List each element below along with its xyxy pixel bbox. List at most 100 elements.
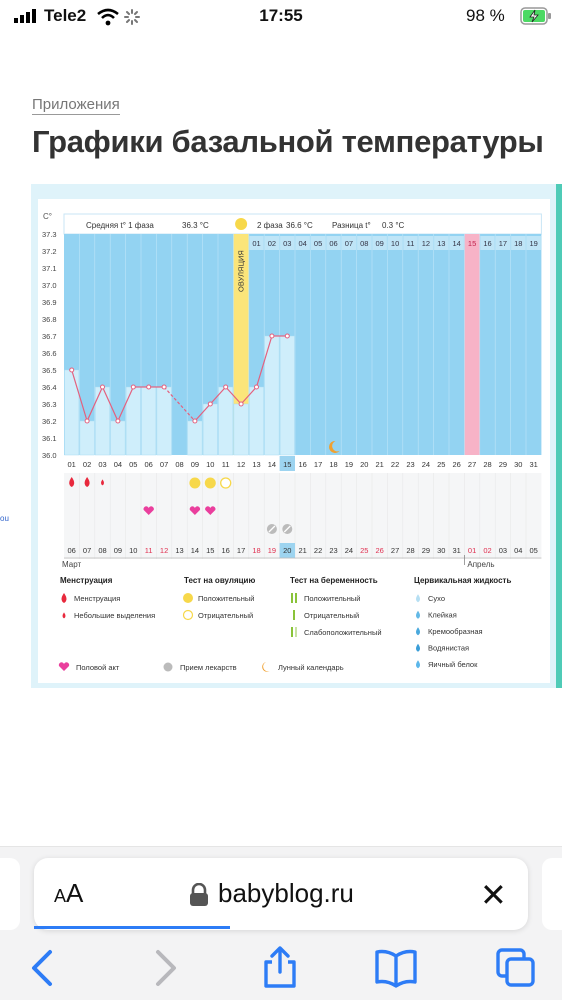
date-label: 16 (222, 546, 230, 555)
status-bar: Tele2 17:55 98 % (0, 0, 562, 34)
date-label: 31 (453, 546, 461, 555)
cycle-day-label: 04 (114, 460, 122, 469)
date-label: 13 (175, 546, 183, 555)
y-tick-label: 36.7 (42, 332, 57, 341)
date-label: 01 (468, 546, 476, 555)
cycle-day-label: 29 (499, 460, 507, 469)
temperature-point (115, 418, 121, 424)
y-tick-label: 36.3 (42, 400, 57, 409)
ovulation-label: ОВУЛЯЦИЯ (236, 250, 245, 292)
temperature-bar (79, 420, 95, 456)
luteal-day-number: 08 (360, 239, 368, 248)
luteal-day-cell (511, 236, 526, 250)
luteal-day-number: 11 (407, 239, 415, 248)
y-tick-label: 36.1 (42, 434, 57, 443)
signal-icon (14, 9, 36, 23)
legend-item-label: Яичный белок (428, 660, 478, 669)
luteal-day-number: 15 (468, 239, 476, 248)
legend-drop-icon (61, 593, 67, 603)
legend-item-label: Клейкая (428, 611, 457, 620)
legend-item-label: Отрицательный (304, 611, 359, 620)
share-icon[interactable] (258, 946, 302, 990)
temperature-bar (233, 403, 249, 456)
temperature-point (84, 418, 90, 424)
menstruation-drop-icon (101, 479, 104, 486)
cycle-day-label: 08 (175, 460, 183, 469)
y-tick-label: 37.3 (42, 230, 57, 239)
luteal-day-cell (495, 236, 511, 250)
cycle-day-label: 25 (437, 460, 445, 469)
prev-tab-peek[interactable] (0, 858, 20, 930)
tabs-icon[interactable] (494, 946, 538, 990)
pill-stroke (283, 525, 291, 533)
cycle-day-label: 11 (222, 460, 230, 469)
luteal-day-number: 13 (437, 239, 445, 248)
battery-percent: 98 % (466, 6, 505, 25)
bookmarks-icon[interactable] (374, 946, 418, 990)
luteal-day-number: 07 (345, 239, 353, 248)
bbt-chart: C° Средняя t° 1 фаза 36.3 °C 2 фаза 36.6 °C Р… (38, 199, 550, 683)
cycle-day-label: 03 (98, 460, 106, 469)
date-label: 25 (360, 546, 368, 555)
date-label: 20 (283, 546, 291, 555)
menstruation-drop-icon (69, 477, 75, 487)
y-tick-label: 37.0 (42, 281, 57, 290)
luteal-day-number: 18 (514, 239, 522, 248)
address-bar[interactable]: AA babyblog.ru ✕ (34, 858, 528, 930)
page-load-progress (34, 926, 230, 929)
clock: 17:55 (259, 6, 303, 25)
breadcrumb[interactable]: Приложения (32, 96, 120, 115)
temperature-point (284, 333, 290, 339)
close-icon[interactable]: ✕ (480, 877, 507, 913)
cycle-day-label: 09 (191, 460, 199, 469)
phase2-label: 2 фаза (257, 221, 283, 230)
temperature-bar (141, 386, 157, 456)
legend-item-label: Небольшие выделения (74, 611, 155, 620)
text-size-button[interactable]: AA (54, 878, 84, 908)
ovulation-test-positive-icon (189, 477, 201, 489)
date-label: 18 (252, 546, 260, 555)
diff-label: Разница t° (332, 221, 371, 230)
luteal-day-cell (341, 236, 357, 250)
y-tick-label: 37.2 (42, 247, 57, 256)
date-label: 14 (191, 546, 199, 555)
luteal-day-number: 09 (376, 239, 384, 248)
legend-drop-icon (416, 594, 420, 603)
temperature-line-segment (225, 386, 242, 405)
legend-item-label: Лунный календарь (278, 663, 344, 672)
y-tick-label: 36.0 (42, 451, 57, 460)
date-label: 15 (206, 546, 214, 555)
heart-icon (143, 506, 154, 515)
temperature-bar (202, 403, 218, 456)
forward-icon[interactable] (142, 946, 186, 990)
cycle-day-label: 19 (345, 460, 353, 469)
cycle-day-label: 14 (268, 460, 276, 469)
cycle-day-label: 01 (68, 460, 76, 469)
luteal-day-cell (264, 236, 280, 250)
cycle-day-label: 17 (314, 460, 322, 469)
date-label: 12 (160, 546, 168, 555)
legend-pregnancy-negative-icon (293, 610, 295, 620)
temperature-point (207, 401, 213, 407)
back-icon[interactable] (22, 946, 66, 990)
legend-drop-icon (416, 627, 420, 636)
luteal-day-number: 06 (329, 239, 337, 248)
legend-drop-icon (416, 643, 420, 652)
date-label: 03 (499, 546, 507, 555)
pill-stroke (268, 525, 276, 533)
temperature-point (238, 401, 244, 407)
temperature-point (161, 384, 167, 390)
next-tab-peek[interactable] (542, 858, 562, 930)
luteal-day-number: 14 (453, 239, 461, 248)
date-label: 23 (329, 546, 337, 555)
luteal-day-cell (295, 236, 310, 250)
temperature-line-segment (86, 386, 104, 422)
heart-icon (189, 506, 201, 515)
date-label: 24 (345, 546, 353, 555)
legend-item-label: Половой акт (76, 663, 120, 672)
today-cycle-day-marker (279, 456, 295, 471)
ovulation-test-positive-icon (204, 477, 216, 489)
phase1-value: 36.3 °C (182, 221, 209, 230)
url-text[interactable]: babyblog.ru (218, 878, 354, 908)
luteal-day-cell (326, 236, 341, 250)
